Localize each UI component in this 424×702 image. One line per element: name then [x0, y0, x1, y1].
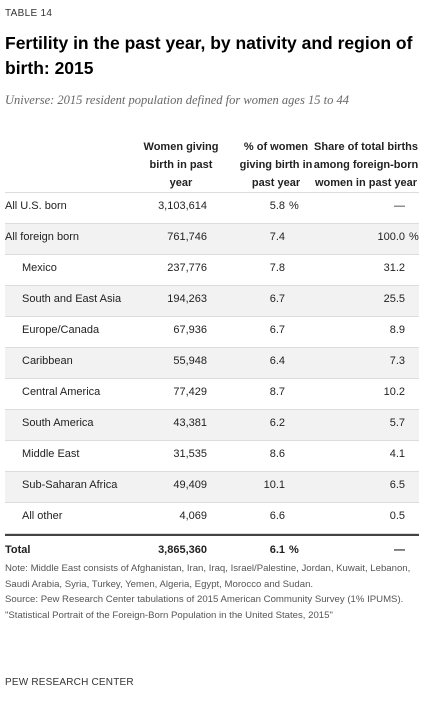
row-label: All other: [22, 510, 63, 522]
note-text: Note: Middle East consists of Afghanista…: [5, 563, 411, 590]
percent-value: 7.8: [269, 262, 285, 274]
row-label: Total: [5, 544, 31, 556]
table-notes: Note: Middle East consists of Afghanista…: [5, 561, 415, 623]
table-row: South and East Asia 194,263 6.7 25.5: [5, 285, 419, 316]
column-header-women-giving-birth: Women giving birth in past year: [143, 141, 219, 189]
row-label: All U.S. born: [5, 200, 67, 212]
percent-value: 5.8: [269, 200, 285, 212]
percent-value: 6.4: [269, 355, 285, 367]
row-label: Europe/Canada: [22, 324, 100, 336]
percent-value: 8.6: [269, 448, 285, 460]
percent-value: 6.6: [269, 510, 285, 522]
women-count: 237,776: [167, 262, 207, 274]
percent-value: 10.1: [263, 479, 285, 491]
women-count: 194,263: [167, 293, 207, 305]
women-count: 67,936: [173, 324, 207, 336]
column-header-percent-women: % of women giving birth in past year: [239, 141, 313, 189]
table-row: All foreign born 761,746 7.4 100.0%: [5, 223, 419, 254]
women-count: 3,103,614: [158, 200, 207, 212]
column-header-share-of-births: Share of total births among foreign-born…: [313, 141, 419, 189]
row-label: All foreign born: [5, 231, 79, 243]
women-count: 31,535: [173, 448, 207, 460]
percent-value: 8.7: [269, 386, 285, 398]
women-count: 43,381: [173, 417, 207, 429]
total-row: Total 3,865,360 6.1% —: [5, 534, 419, 568]
table-row: Europe/Canada 67,936 6.7 8.9: [5, 316, 419, 347]
share-value: 6.5: [389, 479, 405, 491]
table-row: Sub-Saharan Africa 49,409 10.1 6.5: [5, 471, 419, 502]
table-row: All U.S. born 3,103,614 5.8% —: [5, 192, 419, 223]
percent-value: 6.7: [269, 324, 285, 336]
women-count: 55,948: [173, 355, 207, 367]
table-row: Central America 77,429 8.7 10.2: [5, 378, 419, 409]
table-row: Middle East 31,535 8.6 4.1: [5, 440, 419, 471]
share-value: —: [394, 544, 405, 556]
share-value: 7.3: [389, 355, 405, 367]
row-label: Sub-Saharan Africa: [22, 479, 118, 491]
share-value: 5.7: [389, 417, 405, 429]
row-label: Middle East: [22, 448, 80, 460]
row-label: Caribbean: [22, 355, 73, 367]
table-row: Mexico 237,776 7.8 31.2: [5, 254, 419, 285]
row-label: South America: [22, 417, 94, 429]
table-number: TABLE 14: [5, 8, 53, 19]
table-row: Caribbean 55,948 6.4 7.3: [5, 347, 419, 378]
publisher-credit: PEW RESEARCH CENTER: [5, 677, 134, 688]
share-value: 25.5: [383, 293, 405, 305]
women-count: 3,865,360: [158, 544, 207, 556]
row-label: South and East Asia: [22, 293, 122, 305]
share-value: 100.0: [377, 231, 405, 243]
share-value: 8.9: [389, 324, 405, 336]
share-value: 31.2: [383, 262, 405, 274]
source-text: Source: Pew Research Center tabulations …: [5, 594, 404, 605]
percent-value: 6.1: [269, 544, 285, 556]
women-count: 77,429: [173, 386, 207, 398]
percent-value: 6.2: [269, 417, 285, 429]
table-row: All other 4,069 6.6 0.5: [5, 502, 419, 534]
table-body: All U.S. born 3,103,614 5.8% — All foreign b…: [5, 192, 419, 568]
percent-unit: %: [289, 200, 299, 212]
percent-value: 6.7: [269, 293, 285, 305]
report-title: "Statistical Portrait of the Foreign-Bor…: [5, 609, 333, 621]
share-unit: %: [409, 231, 419, 243]
table-subtitle: Universe: 2015 resident population defin…: [5, 93, 349, 107]
percent-value: 7.4: [269, 231, 285, 243]
percent-unit: %: [289, 544, 299, 556]
share-value: 0.5: [389, 510, 405, 522]
share-value: —: [394, 200, 405, 212]
women-count: 4,069: [179, 510, 207, 522]
women-count: 49,409: [173, 479, 207, 491]
women-count: 761,746: [167, 231, 207, 243]
table-row: South America 43,381 6.2 5.7: [5, 409, 419, 440]
share-value: 10.2: [383, 386, 405, 398]
share-value: 4.1: [389, 448, 405, 460]
row-label: Central America: [22, 386, 101, 398]
row-label: Mexico: [22, 262, 57, 274]
page-title: Fertility in the past year, by nativity …: [5, 33, 413, 78]
